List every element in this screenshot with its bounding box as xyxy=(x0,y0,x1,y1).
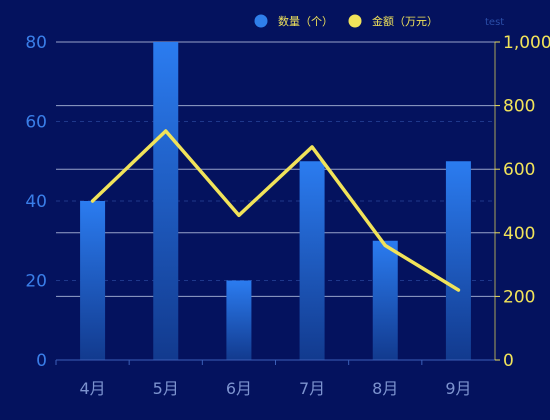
legend-label[interactable]: 数量（个） xyxy=(278,15,333,28)
y-left-tick-label: 40 xyxy=(25,192,47,212)
bar-7月[interactable] xyxy=(299,161,325,360)
line-series xyxy=(90,129,461,292)
legend-marker[interactable] xyxy=(254,14,268,28)
y-left-tick-label: 20 xyxy=(25,272,47,292)
x-tick-label: 8月 xyxy=(372,379,398,398)
bar-8月[interactable] xyxy=(372,240,398,360)
line-point-5月[interactable] xyxy=(164,129,168,133)
legend-marker[interactable] xyxy=(348,14,362,28)
y-left-tick-label: 60 xyxy=(25,113,47,133)
y-left-tick-label: 0 xyxy=(36,351,47,371)
y-right-tick-label: 600 xyxy=(503,160,535,180)
x-tick-label: 5月 xyxy=(153,379,179,398)
x-tick-label: 9月 xyxy=(445,379,471,398)
bar-series xyxy=(80,42,471,360)
bar-6月[interactable] xyxy=(226,280,252,361)
line-point-6月[interactable] xyxy=(237,213,241,217)
bar-5月[interactable] xyxy=(153,42,179,360)
y-right-tick-label: 400 xyxy=(503,224,535,244)
x-tick-label: 4月 xyxy=(79,379,105,398)
grid xyxy=(56,41,495,297)
legend[interactable]: 数量（个） 金额（万元） test xyxy=(254,14,505,28)
bar-4月[interactable] xyxy=(80,201,106,360)
y-left-tick-label: 80 xyxy=(25,33,47,53)
y-right-tick-label: 0 xyxy=(503,351,514,371)
line-金额（万元）[interactable] xyxy=(90,129,461,292)
line-point-4月[interactable] xyxy=(91,199,95,203)
bar-9月[interactable] xyxy=(445,161,471,360)
line-point-9月[interactable] xyxy=(456,288,460,292)
x-tick-label: 6月 xyxy=(226,379,252,398)
legend-label[interactable]: 金额（万元） xyxy=(372,14,438,28)
y-right-tick-label: 1,000 xyxy=(503,33,550,53)
line-point-7月[interactable] xyxy=(310,145,314,149)
y-right-tick-label: 200 xyxy=(503,287,535,307)
y-right-tick-label: 800 xyxy=(503,97,535,117)
legend-extra-label[interactable]: test xyxy=(485,17,504,28)
x-tick-label: 7月 xyxy=(299,379,325,398)
line-point-8月[interactable] xyxy=(383,244,387,248)
